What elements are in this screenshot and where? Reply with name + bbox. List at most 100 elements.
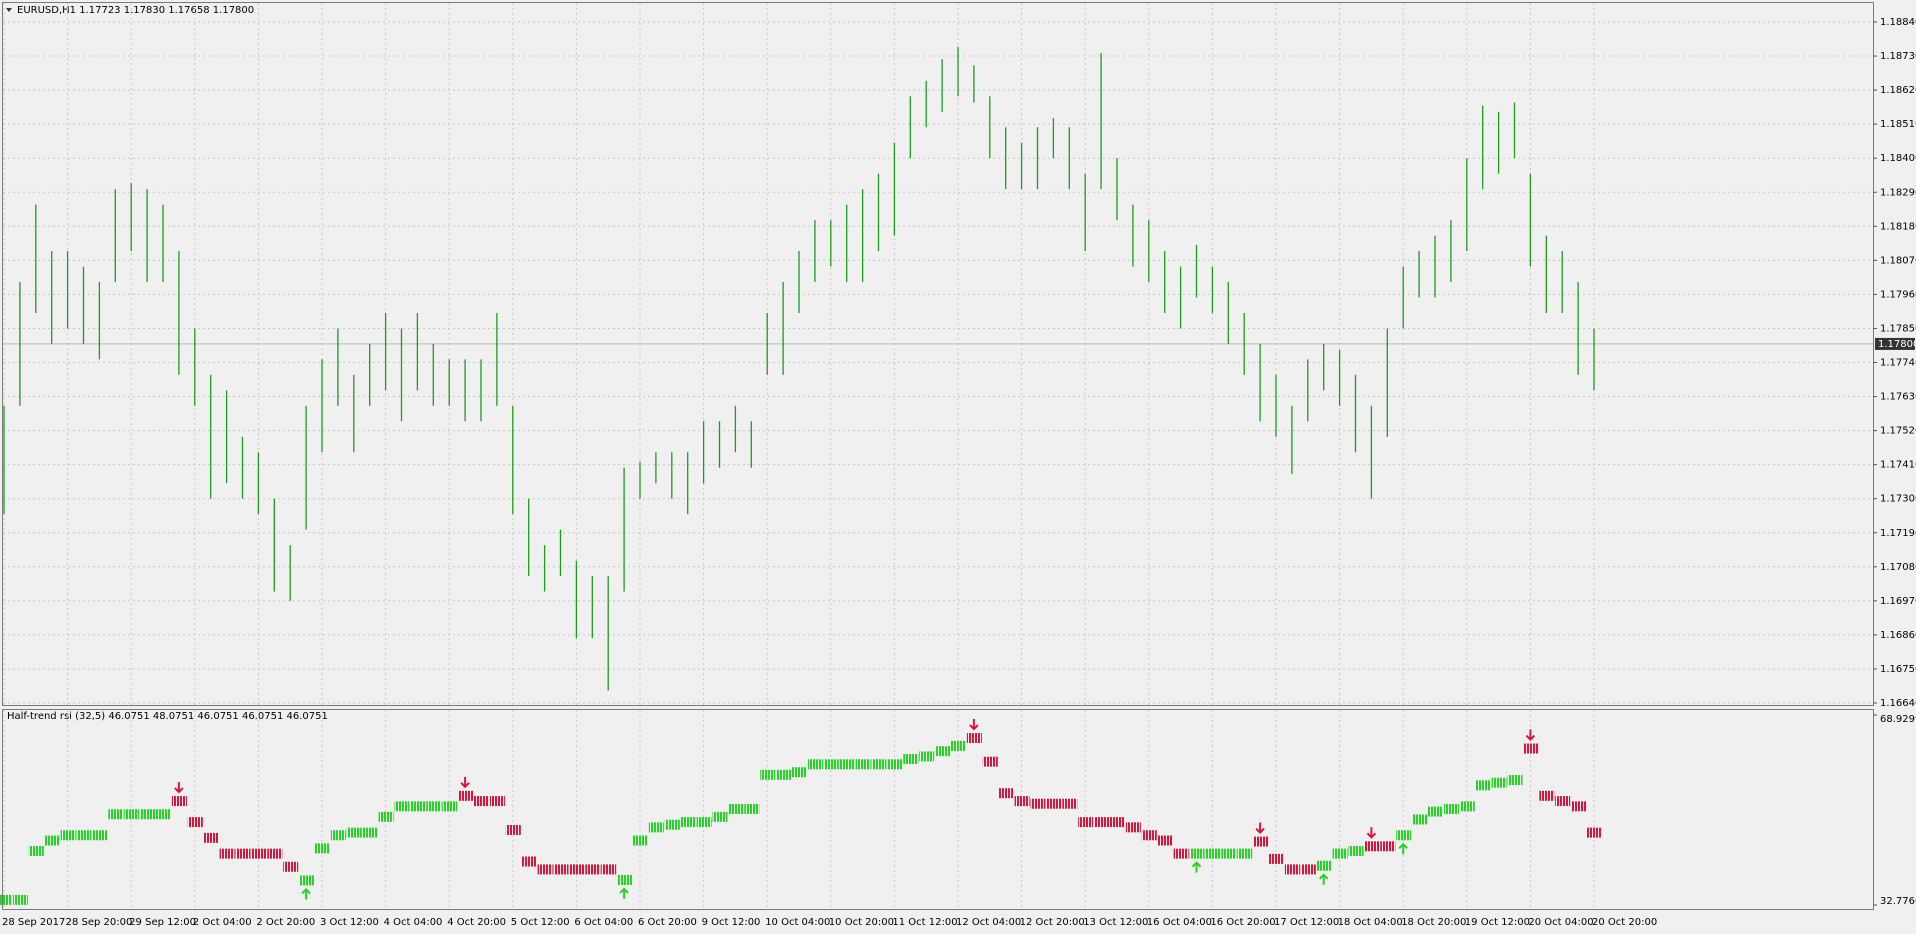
indicator-bar [505, 824, 521, 835]
y-tick-label: 1.17080 [1880, 562, 1916, 573]
indicator-bar [410, 801, 426, 812]
indicator-bar [1173, 848, 1189, 859]
indicator-bar [648, 822, 664, 833]
indicator-bar [1332, 848, 1348, 859]
indicator-bar [1539, 790, 1555, 801]
indicator-bar [712, 811, 728, 822]
y-tick-label: 1.18730 [1880, 51, 1916, 62]
indicator-bar [871, 759, 887, 770]
y-tick-label: 1.17520 [1880, 426, 1916, 437]
signal-arrow [1366, 827, 1377, 839]
indicator-bar [0, 894, 12, 905]
indicator-bar [1284, 864, 1300, 875]
indicator-bar [760, 769, 776, 780]
indicator-bar [569, 864, 585, 875]
indicator-bar [553, 864, 569, 875]
indicator-bar [680, 817, 696, 828]
y-tick-label: 1.18620 [1880, 85, 1916, 96]
indicator-bar [1141, 830, 1157, 841]
indicator-bar [998, 788, 1014, 799]
indicator-bar [1396, 830, 1412, 841]
y-tick-label: 1.16640 [1880, 698, 1916, 709]
indicator-bar [537, 864, 553, 875]
indicator-bar [664, 819, 680, 830]
indicator-bar [1157, 835, 1173, 846]
indicator-bar [887, 759, 903, 770]
indicator-bar [219, 848, 235, 859]
x-tick-label: 17 Oct 12:00 [1274, 917, 1339, 928]
y-tick-label: 1.18840 [1880, 17, 1916, 28]
indicator-bar [426, 801, 442, 812]
indicator-bar [458, 790, 474, 801]
indicator-bar [585, 864, 601, 875]
indicator-bar [1253, 836, 1269, 847]
indicator-bar [140, 809, 156, 820]
y-tick-label: 1.16860 [1880, 630, 1916, 641]
signal-arrow [174, 782, 184, 794]
indicator-bar [187, 817, 203, 828]
indicator-bar [44, 835, 60, 846]
y-tick-label: 1.18070 [1880, 255, 1916, 266]
indicator-bar [951, 740, 966, 751]
x-tick-label: 6 Oct 20:00 [638, 917, 697, 928]
indicator-bar [1062, 798, 1078, 809]
indicator-bar [203, 832, 219, 843]
indicator-bar [124, 809, 140, 820]
y-tick-label: 1.17190 [1880, 528, 1916, 539]
signal-arrow [1191, 861, 1202, 873]
y-tick-label: 1.17850 [1880, 323, 1916, 334]
indicator-bar [12, 894, 28, 905]
main-panel-frame [2, 2, 1874, 706]
indicator-bar [156, 809, 171, 820]
indicator-bar [315, 843, 330, 854]
x-tick-label: 12 Oct 20:00 [1020, 917, 1085, 928]
indicator-bar [346, 827, 362, 838]
indicator-bar [108, 809, 124, 820]
x-tick-label: 16 Oct 04:00 [1147, 917, 1212, 928]
x-tick-label: 20 Oct 04:00 [1528, 917, 1593, 928]
indicator-bar [1412, 814, 1428, 825]
indicator-bar [1046, 798, 1062, 809]
x-tick-label: 9 Oct 12:00 [702, 917, 761, 928]
signal-arrow [969, 719, 979, 731]
indicator-bar [76, 830, 92, 841]
x-tick-label: 6 Oct 04:00 [574, 917, 633, 928]
indicator-bar [267, 848, 283, 859]
indicator-bar [1110, 817, 1125, 828]
indicator-bar [1507, 775, 1523, 786]
indicator-bar [1078, 817, 1094, 828]
indicator-bar [1125, 822, 1141, 833]
indicator-bar [776, 769, 792, 780]
indicator-bar [378, 811, 394, 822]
x-tick-label: 18 Oct 20:00 [1401, 917, 1466, 928]
indicator-bar [792, 767, 807, 778]
indicator-bar [1030, 798, 1046, 809]
indicator-bar [1571, 801, 1587, 812]
x-tick-label: 29 Sep 12:00 [129, 917, 196, 928]
signal-arrow [1318, 873, 1329, 885]
indicator-bar [1189, 848, 1205, 859]
x-tick-label: 11 Oct 12:00 [892, 917, 957, 928]
indicator-bar [1237, 848, 1253, 859]
indicator-bar [1014, 796, 1030, 807]
signal-arrow [1255, 822, 1265, 834]
y-tick-label: 1.18510 [1880, 119, 1916, 130]
y-tick-label: 1.18180 [1880, 221, 1916, 232]
current-price-box [1875, 337, 1915, 350]
x-tick-label: 20 Oct 20:00 [1592, 917, 1657, 928]
indicator-bar [617, 874, 633, 885]
indicator-bar [330, 830, 346, 841]
y-tick-label: 1.17740 [1880, 358, 1916, 369]
indicator-bar [394, 801, 410, 812]
indicator-bar [92, 830, 108, 841]
indicator-bar [982, 756, 998, 767]
current-price-label: 1.17800 [1878, 339, 1916, 350]
x-tick-label: 4 Oct 04:00 [384, 917, 443, 928]
indicator-bar [1443, 803, 1459, 814]
indicator-title: Half-trend rsi (32,5) 46.0751 48.0751 46… [7, 711, 328, 722]
indicator-bar [1094, 817, 1110, 828]
indicator-bar [1348, 846, 1364, 857]
indicator-bar [28, 846, 44, 857]
indicator-bar [521, 856, 537, 867]
indicator-bar [696, 817, 712, 828]
